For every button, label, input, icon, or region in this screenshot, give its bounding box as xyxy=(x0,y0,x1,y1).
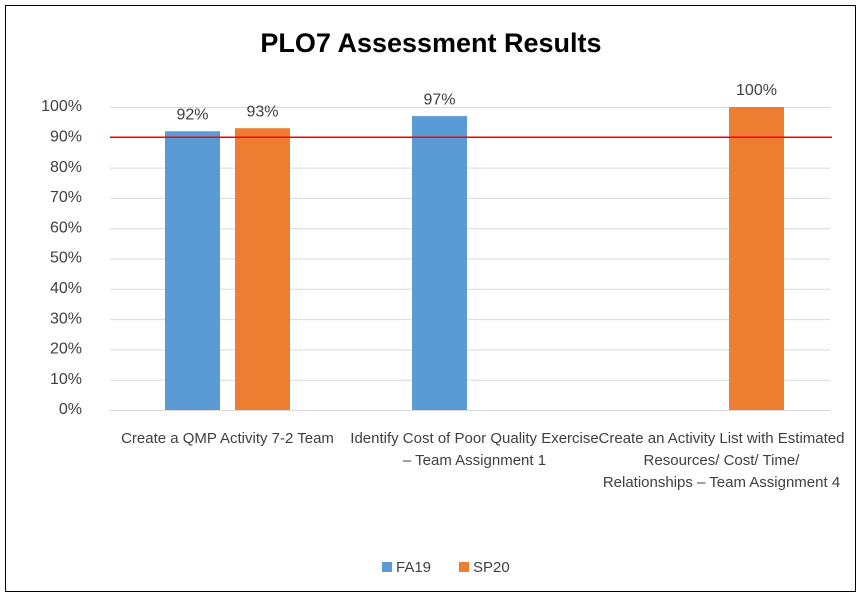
y-tick-label: 60% xyxy=(50,219,82,236)
y-tick-label: 0% xyxy=(59,401,82,418)
y-tick-label: 20% xyxy=(50,341,82,358)
bar xyxy=(412,116,467,410)
x-tick-label: Create an Activity List with Estimated R… xyxy=(598,430,845,491)
legend-swatch xyxy=(382,562,392,572)
data-label: 97% xyxy=(423,91,455,108)
data-label: 93% xyxy=(246,103,278,120)
legend-swatch xyxy=(459,562,469,572)
x-tick-label: Identify Cost of Poor Quality Exercise –… xyxy=(350,430,599,469)
bar xyxy=(165,131,220,411)
x-tick-label: Create a QMP Activity 7-2 Team xyxy=(121,430,334,447)
legend-label: FA19 xyxy=(396,559,431,576)
y-tick-label: 80% xyxy=(50,159,82,176)
bar xyxy=(729,107,784,410)
y-tick-label: 40% xyxy=(50,280,82,297)
data-label: 92% xyxy=(176,106,208,123)
y-tick-label: 70% xyxy=(50,189,82,206)
y-tick-label: 50% xyxy=(50,250,82,267)
y-tick-label: 10% xyxy=(50,371,82,388)
data-label: 100% xyxy=(736,82,777,99)
y-tick-label: 30% xyxy=(50,310,82,327)
bar xyxy=(235,128,290,410)
y-tick-label: 100% xyxy=(41,98,82,115)
y-tick-label: 90% xyxy=(50,129,82,146)
legend-label: SP20 xyxy=(473,559,510,576)
chart-title: PLO7 Assessment Results xyxy=(260,28,601,58)
